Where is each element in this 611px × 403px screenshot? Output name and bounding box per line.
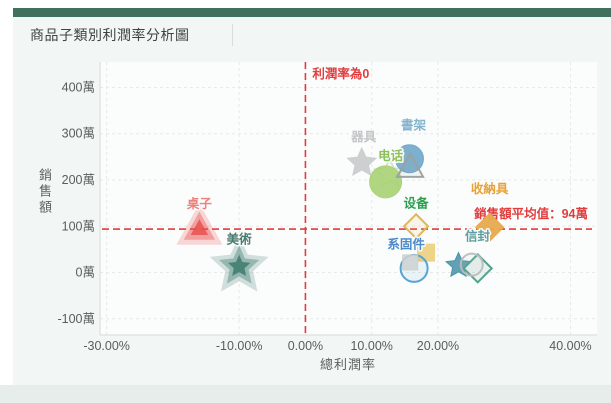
y-tick-label: -100萬 bbox=[57, 312, 95, 326]
title-separator bbox=[232, 24, 233, 46]
x-tick-label: 20.00% bbox=[417, 339, 459, 353]
y-axis-title: 銷售額 bbox=[37, 168, 52, 216]
ref-line-vertical-label: 利潤率為0 bbox=[312, 66, 369, 81]
data-point-appliances[interactable] bbox=[346, 146, 378, 176]
point-label-bookcases: 書架 bbox=[401, 118, 427, 133]
data-point-art[interactable] bbox=[228, 254, 251, 276]
y-tick-label: 400萬 bbox=[62, 80, 95, 94]
point-label-phones: 电话 bbox=[378, 148, 404, 163]
point-label-fasteners: 系固件 bbox=[387, 236, 425, 251]
point-label-envelopes: 信封 bbox=[465, 229, 491, 244]
data-point-mark-green-circle[interactable] bbox=[369, 165, 403, 199]
point-label-storage: 收納具 bbox=[471, 181, 509, 196]
y-tick-label: 200萬 bbox=[62, 173, 95, 187]
x-tick-label: 0.00% bbox=[288, 339, 323, 353]
page-title: 商品子類別利潤率分析圖 bbox=[30, 27, 190, 43]
point-label-art: 美術 bbox=[227, 232, 253, 247]
data-point-mark-gray-square[interactable] bbox=[402, 254, 419, 271]
point-label-machines: 设备 bbox=[404, 195, 430, 210]
x-tick-label: 40.00% bbox=[549, 339, 591, 353]
data-point-mark-triangle-outline[interactable] bbox=[395, 151, 425, 178]
y-tick-label: 100萬 bbox=[62, 219, 95, 233]
ref-line-horizontal-label: 銷售額平均值：94萬 bbox=[474, 206, 588, 221]
plot-area bbox=[100, 62, 597, 335]
x-tick-label: -30.00% bbox=[83, 339, 130, 353]
y-tick-label: 300萬 bbox=[62, 127, 95, 141]
bottom-strip bbox=[0, 385, 611, 403]
window-accent-bar bbox=[13, 8, 611, 17]
data-point-machines[interactable] bbox=[402, 212, 430, 240]
point-label-tables: 桌子 bbox=[186, 196, 213, 211]
x-tick-label: 10.00% bbox=[350, 339, 392, 353]
x-tick-label: -10.00% bbox=[216, 339, 263, 353]
x-axis-title: 總利潤率 bbox=[319, 357, 376, 372]
data-point-tables[interactable] bbox=[190, 219, 209, 236]
y-tick-label: 0萬 bbox=[76, 266, 95, 280]
point-label-appliances: 器具 bbox=[350, 130, 377, 144]
data-point-storage[interactable] bbox=[474, 212, 505, 242]
data-point-mark-gray-circle[interactable] bbox=[459, 252, 484, 277]
